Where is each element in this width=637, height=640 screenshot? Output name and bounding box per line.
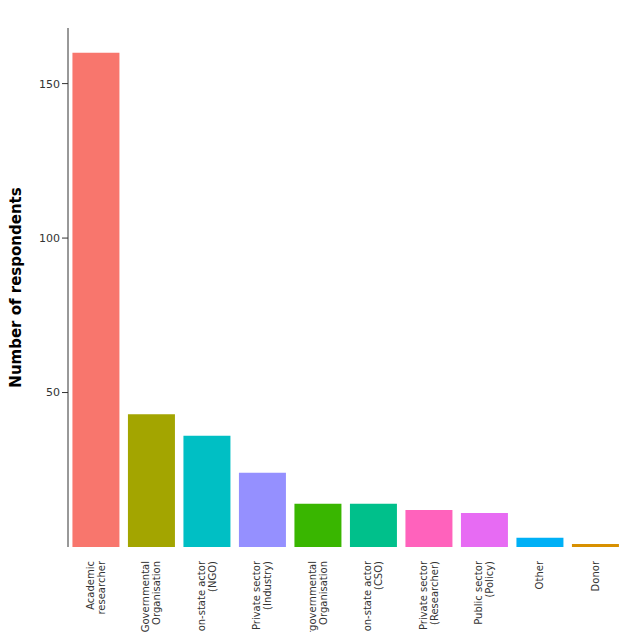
- svg-text:Other: Other: [534, 560, 545, 589]
- svg-text:150: 150: [39, 78, 60, 91]
- svg-text:Non-state actor(CSO): Non-state actor(CSO): [362, 560, 384, 632]
- svg-text:Academicresearcher: Academicresearcher: [85, 560, 107, 614]
- svg-text:Private sector(Researcher): Private sector(Researcher): [418, 560, 440, 630]
- svg-text:100: 100: [39, 232, 60, 245]
- svg-text:Non-state actor(NGO): Non-state actor(NGO): [196, 560, 218, 632]
- svg-text:IntergovernmentalOrganisation: IntergovernmentalOrganisation: [307, 561, 329, 632]
- svg-text:Number of respondents: Number of respondents: [8, 187, 25, 387]
- svg-text:50: 50: [46, 386, 60, 399]
- svg-text:Private sector(Industry): Private sector(Industry): [251, 560, 273, 630]
- svg-text:Public sector(Policy): Public sector(Policy): [473, 560, 495, 625]
- svg-text:Donor: Donor: [590, 560, 601, 591]
- svg-text:GovernmentalOrganisation: GovernmentalOrganisation: [140, 561, 162, 632]
